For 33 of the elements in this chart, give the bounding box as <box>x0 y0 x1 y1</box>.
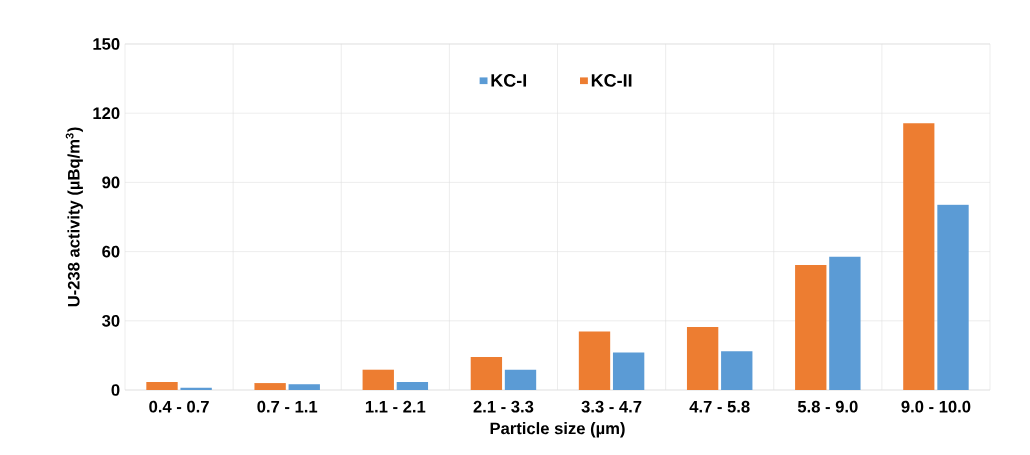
y-tick-label: 30 <box>102 314 120 327</box>
x-tick-label: 4.7 - 5.8 <box>689 400 750 413</box>
bar <box>829 256 861 390</box>
bar <box>686 327 719 390</box>
x-tick-label: 2.1 - 3.3 <box>473 400 534 413</box>
bar <box>903 123 935 390</box>
bar <box>362 369 394 390</box>
y-tick-label: 150 <box>93 38 120 50</box>
bar <box>146 381 178 390</box>
y-tick-label: 120 <box>93 107 120 120</box>
bar <box>795 264 827 390</box>
bar <box>578 331 611 390</box>
bar <box>254 383 286 390</box>
bar <box>612 352 645 390</box>
y-axis-title: U-238 activity (µBq/m$^{3}$) <box>65 127 83 307</box>
bar <box>937 204 969 390</box>
x-tick-label: 9.0 - 10.0 <box>901 400 971 413</box>
y-tick-label: 90 <box>102 176 120 189</box>
bar <box>396 381 429 390</box>
x-tick-label: 1.1 - 2.1 <box>365 400 426 413</box>
bar <box>288 384 320 390</box>
x-tick-label: 0.7 - 1.1 <box>257 400 318 413</box>
y-tick-label: 0 <box>111 384 120 396</box>
x-tick-label: 3.3 - 4.7 <box>581 400 642 413</box>
x-axis-title: Particle size (µm) <box>490 422 625 438</box>
y-tick-label: 60 <box>102 245 120 258</box>
x-tick-label: 0.4 - 0.7 <box>149 400 209 413</box>
bar <box>470 357 503 390</box>
legend-label: KC-II <box>591 74 632 87</box>
bar <box>504 369 537 390</box>
x-tick-label: 5.8 - 9.0 <box>797 400 858 413</box>
bar <box>721 351 753 390</box>
legend-label: KC-I <box>491 74 527 87</box>
